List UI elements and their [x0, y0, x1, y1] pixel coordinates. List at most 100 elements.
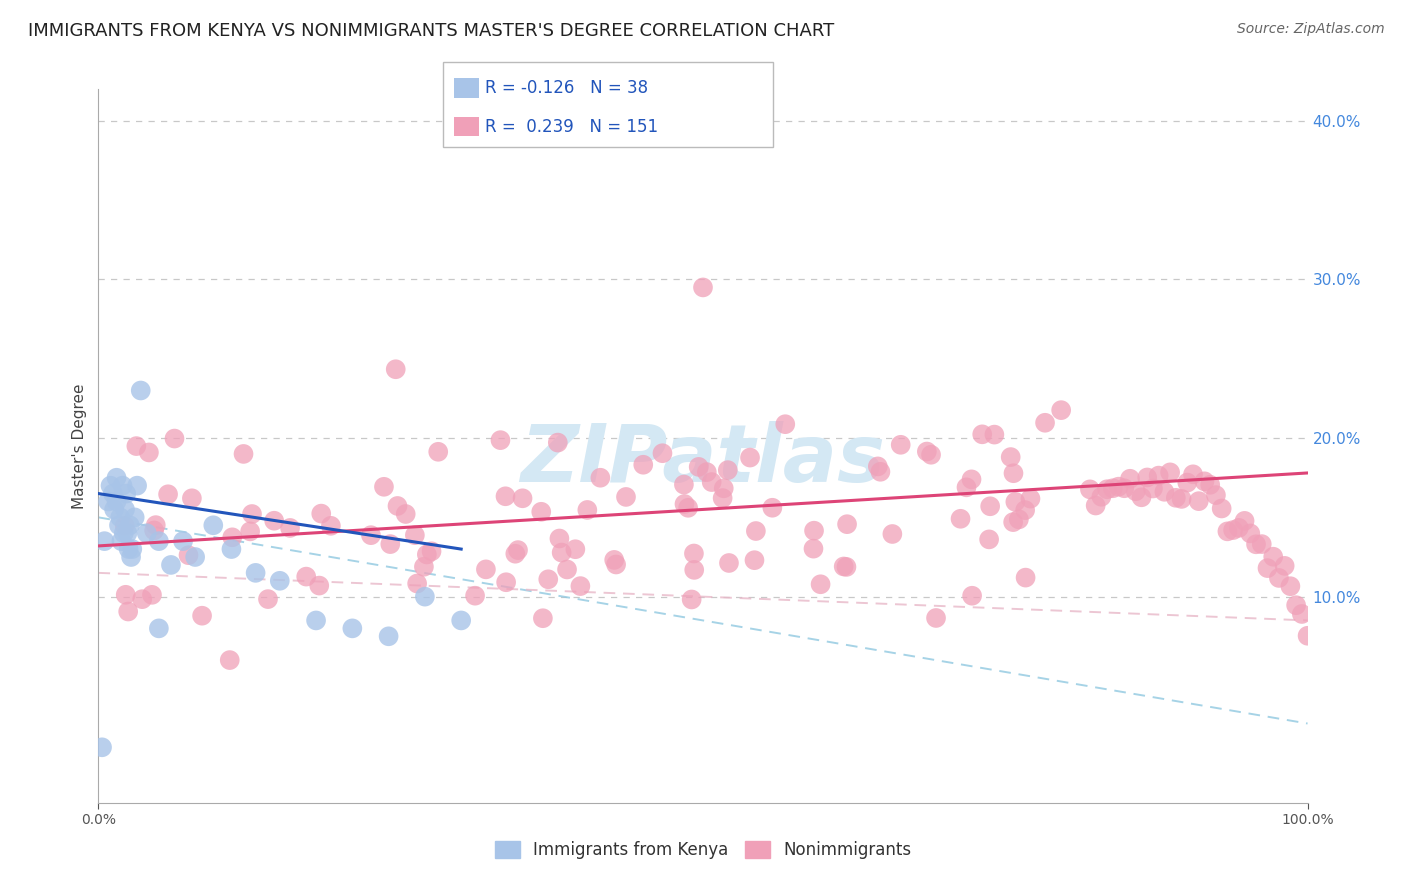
Point — [464, 589, 486, 603]
Point — [105, 471, 128, 485]
Point — [564, 542, 586, 557]
Point — [129, 384, 152, 398]
Point — [240, 507, 263, 521]
Point — [614, 490, 637, 504]
Point — [1175, 475, 1198, 490]
Text: R =  0.239   N = 151: R = 0.239 N = 151 — [485, 118, 658, 136]
Point — [121, 542, 143, 557]
Point — [108, 510, 131, 524]
Point — [131, 592, 153, 607]
Point — [589, 471, 612, 485]
Point — [120, 549, 142, 564]
Point — [960, 472, 983, 486]
Point — [676, 500, 699, 515]
Point — [93, 534, 115, 549]
Point — [1101, 481, 1123, 495]
Point — [717, 556, 740, 570]
Point — [882, 527, 904, 541]
Text: Source: ZipAtlas.com: Source: ZipAtlas.com — [1237, 22, 1385, 37]
Point — [191, 608, 214, 623]
Point — [890, 438, 912, 452]
Point — [1205, 488, 1227, 502]
Point — [377, 629, 399, 643]
Point — [1239, 526, 1261, 541]
Point — [633, 458, 655, 472]
Point — [1147, 468, 1170, 483]
Point — [832, 559, 855, 574]
Point — [127, 478, 149, 492]
Point — [257, 592, 280, 607]
Point — [111, 478, 134, 492]
Point — [115, 486, 138, 500]
Point — [738, 450, 761, 465]
Point — [145, 518, 167, 533]
Point — [342, 621, 364, 635]
Point — [112, 526, 135, 541]
Text: IMMIGRANTS FROM KENYA VS NONIMMIGRANTS MASTER'S DEGREE CORRELATION CHART: IMMIGRANTS FROM KENYA VS NONIMMIGRANTS M… — [28, 22, 834, 40]
Point — [1227, 521, 1250, 535]
Point — [672, 477, 695, 491]
Point — [180, 491, 202, 506]
Point — [404, 528, 426, 542]
Point — [1256, 561, 1278, 575]
Point — [537, 572, 560, 586]
Point — [761, 500, 783, 515]
Point — [681, 592, 703, 607]
Point — [141, 588, 163, 602]
Point — [269, 574, 291, 588]
Point — [530, 505, 553, 519]
Point — [925, 611, 948, 625]
Point — [977, 533, 1000, 547]
Y-axis label: Master's Degree: Master's Degree — [72, 384, 87, 508]
Text: R = -0.126   N = 38: R = -0.126 N = 38 — [485, 79, 648, 97]
Point — [711, 491, 734, 505]
Point — [114, 518, 136, 533]
Point — [548, 532, 571, 546]
Point — [360, 528, 382, 542]
Point — [1014, 503, 1036, 517]
Text: ZIPatlas: ZIPatlas — [520, 421, 886, 500]
Point — [135, 526, 157, 541]
Point — [673, 497, 696, 511]
Point — [1182, 467, 1205, 482]
Point — [1285, 599, 1308, 613]
Point — [531, 611, 554, 625]
Point — [387, 499, 409, 513]
Point — [1078, 483, 1101, 497]
Point — [1244, 537, 1267, 551]
Point — [118, 542, 141, 557]
Point — [1216, 524, 1239, 539]
Point — [569, 579, 592, 593]
Point — [1019, 491, 1042, 506]
Point — [278, 521, 301, 535]
Point — [505, 547, 527, 561]
Point — [1114, 481, 1136, 495]
Point — [232, 447, 254, 461]
Point — [1296, 629, 1319, 643]
Point — [1279, 579, 1302, 593]
Point — [683, 547, 706, 561]
Point — [1090, 490, 1112, 504]
Point — [202, 518, 225, 533]
Point — [1004, 495, 1026, 509]
Point — [835, 560, 858, 574]
Point — [475, 562, 498, 576]
Point — [373, 480, 395, 494]
Point — [495, 575, 517, 590]
Point — [124, 510, 146, 524]
Point — [1211, 501, 1233, 516]
Point — [1199, 477, 1222, 491]
Point — [1033, 416, 1056, 430]
Point — [972, 427, 994, 442]
Point — [413, 590, 436, 604]
Legend: Immigrants from Kenya, Nonimmigrants: Immigrants from Kenya, Nonimmigrants — [488, 834, 918, 866]
Point — [713, 481, 735, 495]
Point — [683, 563, 706, 577]
Point — [1108, 480, 1130, 494]
Point — [1130, 491, 1153, 505]
Point — [949, 512, 972, 526]
Point — [651, 446, 673, 460]
Point — [114, 588, 136, 602]
Point — [692, 280, 714, 294]
Point — [406, 576, 429, 591]
